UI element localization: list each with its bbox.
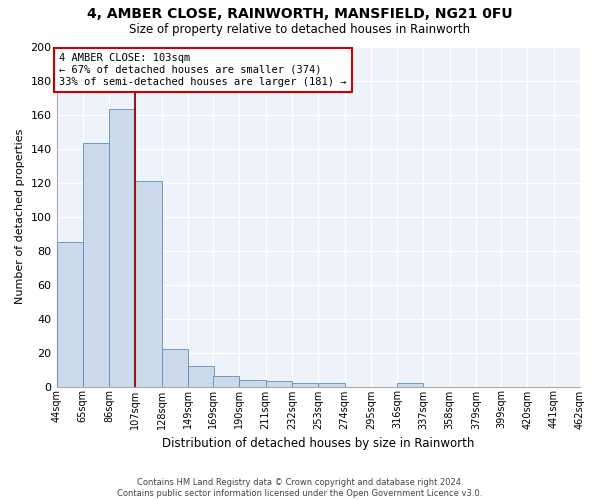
Bar: [56, 242, 83, 386]
X-axis label: Distribution of detached houses by size in Rainworth: Distribution of detached houses by size …: [162, 437, 475, 450]
Bar: [213, 376, 239, 386]
Bar: [397, 383, 424, 386]
Bar: [239, 380, 266, 386]
Bar: [292, 383, 318, 386]
Bar: [162, 349, 188, 387]
Text: Size of property relative to detached houses in Rainworth: Size of property relative to detached ho…: [130, 22, 470, 36]
Text: Contains HM Land Registry data © Crown copyright and database right 2024.
Contai: Contains HM Land Registry data © Crown c…: [118, 478, 482, 498]
Y-axis label: Number of detached properties: Number of detached properties: [15, 129, 25, 304]
Bar: [318, 383, 344, 386]
Bar: [188, 366, 214, 386]
Bar: [83, 144, 109, 386]
Bar: [266, 382, 292, 386]
Bar: [136, 181, 162, 386]
Text: 4 AMBER CLOSE: 103sqm
← 67% of detached houses are smaller (374)
33% of semi-det: 4 AMBER CLOSE: 103sqm ← 67% of detached …: [59, 54, 347, 86]
Bar: [109, 110, 136, 386]
Text: 4, AMBER CLOSE, RAINWORTH, MANSFIELD, NG21 0FU: 4, AMBER CLOSE, RAINWORTH, MANSFIELD, NG…: [87, 8, 513, 22]
